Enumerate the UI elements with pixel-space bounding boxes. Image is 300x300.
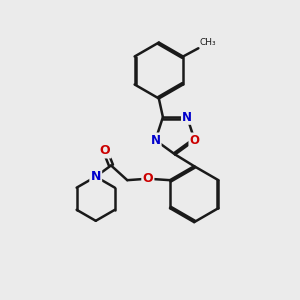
Text: N: N — [150, 134, 161, 147]
Text: CH₃: CH₃ — [200, 38, 216, 47]
Text: N: N — [182, 111, 192, 124]
Text: N: N — [91, 170, 101, 183]
Text: O: O — [190, 134, 200, 147]
Text: O: O — [142, 172, 153, 185]
Text: O: O — [100, 144, 110, 157]
